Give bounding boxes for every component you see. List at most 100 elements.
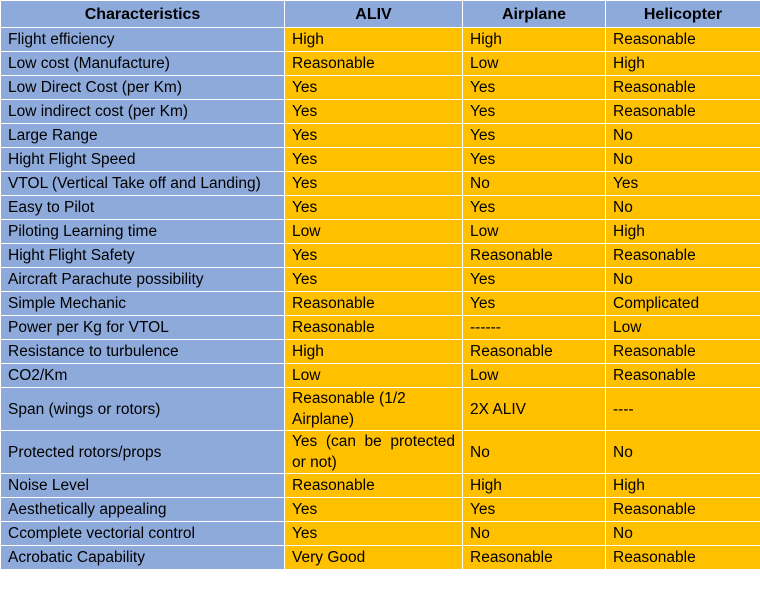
airplane-cell: Reasonable (462, 339, 606, 364)
table-row: Aircraft Parachute possibility Yes Yes N… (0, 267, 760, 292)
airplane-cell: High (462, 473, 606, 498)
helicopter-cell: Reasonable (605, 99, 760, 124)
aliv-cell: Low (284, 219, 463, 244)
helicopter-cell: High (605, 219, 760, 244)
characteristic-cell: Hight Flight Safety (0, 243, 285, 268)
characteristic-cell: Span (wings or rotors) (0, 387, 285, 431)
header-row: Characteristics ALIV Airplane Helicopter (0, 0, 760, 28)
helicopter-cell: Reasonable (605, 27, 760, 52)
aliv-cell: Reasonable (284, 291, 463, 316)
table-row: Aesthetically appealing Yes Yes Reasonab… (0, 497, 760, 522)
aliv-cell: Yes (284, 123, 463, 148)
airplane-cell: Reasonable (462, 243, 606, 268)
table-row: Noise Level Reasonable High High (0, 473, 760, 498)
airplane-cell: ------ (462, 315, 606, 340)
airplane-cell: No (462, 521, 606, 546)
characteristic-cell: Acrobatic Capability (0, 545, 285, 570)
characteristic-cell: Simple Mechanic (0, 291, 285, 316)
airplane-cell: Yes (462, 75, 606, 100)
aliv-cell: Yes (284, 243, 463, 268)
characteristic-cell: Low Direct Cost (per Km) (0, 75, 285, 100)
table-row: Large Range Yes Yes No (0, 123, 760, 148)
characteristic-cell: Easy to Pilot (0, 195, 285, 220)
helicopter-cell: Reasonable (605, 545, 760, 570)
table-row: Hight Flight Safety Yes Reasonable Reaso… (0, 243, 760, 268)
table-row: Span (wings or rotors) Reasonable (1/2 A… (0, 387, 760, 431)
characteristic-cell: Protected rotors/props (0, 430, 285, 474)
header-airplane: Airplane (462, 0, 606, 28)
helicopter-cell: No (605, 147, 760, 172)
characteristic-cell: Noise Level (0, 473, 285, 498)
table-row: Resistance to turbulence High Reasonable… (0, 339, 760, 364)
helicopter-cell: Low (605, 315, 760, 340)
aliv-cell: Very Good (284, 545, 463, 570)
aliv-cell: Yes (284, 75, 463, 100)
characteristic-cell: Resistance to turbulence (0, 339, 285, 364)
table-row: Low indirect cost (per Km) Yes Yes Reaso… (0, 99, 760, 124)
characteristic-cell: CO2/Km (0, 363, 285, 388)
aliv-cell: High (284, 339, 463, 364)
characteristic-cell: Power per Kg for VTOL (0, 315, 285, 340)
helicopter-cell: Yes (605, 171, 760, 196)
table-row: Easy to Pilot Yes Yes No (0, 195, 760, 220)
characteristic-cell: Large Range (0, 123, 285, 148)
helicopter-cell: Reasonable (605, 497, 760, 522)
characteristic-cell: Flight efficiency (0, 27, 285, 52)
table-row: Ccomplete vectorial control Yes No No (0, 521, 760, 546)
airplane-cell: Yes (462, 147, 606, 172)
helicopter-cell: Reasonable (605, 75, 760, 100)
aliv-cell: Yes (284, 267, 463, 292)
airplane-cell: Yes (462, 123, 606, 148)
airplane-cell: No (462, 171, 606, 196)
characteristic-cell: Piloting Learning time (0, 219, 285, 244)
helicopter-cell: No (605, 267, 760, 292)
helicopter-cell: No (605, 521, 760, 546)
aliv-cell: Yes (can be protected or not) (284, 430, 463, 474)
airplane-cell: 2X ALIV (462, 387, 606, 431)
helicopter-cell: ---- (605, 387, 760, 431)
airplane-cell: No (462, 430, 606, 474)
characteristic-cell: VTOL (Vertical Take off and Landing) (0, 171, 285, 196)
table-row: CO2/Km Low Low Reasonable (0, 363, 760, 388)
helicopter-cell: Complicated (605, 291, 760, 316)
characteristic-cell: Low indirect cost (per Km) (0, 99, 285, 124)
helicopter-cell: High (605, 51, 760, 76)
header-helicopter: Helicopter (605, 0, 760, 28)
helicopter-cell: Reasonable (605, 363, 760, 388)
aliv-cell: Reasonable (284, 315, 463, 340)
airplane-cell: High (462, 27, 606, 52)
aliv-cell: Yes (284, 99, 463, 124)
table-row: Power per Kg for VTOL Reasonable ------ … (0, 315, 760, 340)
helicopter-cell: No (605, 195, 760, 220)
characteristic-cell: Hight Flight Speed (0, 147, 285, 172)
airplane-cell: Low (462, 51, 606, 76)
table-header: Characteristics ALIV Airplane Helicopter (0, 0, 760, 28)
aliv-cell: Yes (284, 195, 463, 220)
helicopter-cell: Reasonable (605, 339, 760, 364)
table-row: Acrobatic Capability Very Good Reasonabl… (0, 545, 760, 570)
helicopter-cell: High (605, 473, 760, 498)
header-aliv: ALIV (284, 0, 463, 28)
table-row: Flight efficiency High High Reasonable (0, 27, 760, 52)
table-row: VTOL (Vertical Take off and Landing) Yes… (0, 171, 760, 196)
table-row: Hight Flight Speed Yes Yes No (0, 147, 760, 172)
airplane-cell: Reasonable (462, 545, 606, 570)
aliv-cell: Yes (284, 171, 463, 196)
airplane-cell: Yes (462, 291, 606, 316)
aliv-cell: Reasonable (284, 473, 463, 498)
characteristic-cell: Ccomplete vectorial control (0, 521, 285, 546)
aliv-cell: Yes (284, 147, 463, 172)
aliv-cell: High (284, 27, 463, 52)
airplane-cell: Yes (462, 497, 606, 522)
helicopter-cell: No (605, 430, 760, 474)
aliv-cell: Yes (284, 521, 463, 546)
helicopter-cell: No (605, 123, 760, 148)
aliv-cell: Reasonable (284, 51, 463, 76)
comparison-table: Characteristics ALIV Airplane Helicopter… (0, 0, 760, 570)
aliv-cell: Yes (284, 497, 463, 522)
characteristic-cell: Aesthetically appealing (0, 497, 285, 522)
table-row: Protected rotors/props Yes (can be prote… (0, 430, 760, 474)
airplane-cell: Low (462, 219, 606, 244)
table-row: Simple Mechanic Reasonable Yes Complicat… (0, 291, 760, 316)
characteristic-cell: Aircraft Parachute possibility (0, 267, 285, 292)
